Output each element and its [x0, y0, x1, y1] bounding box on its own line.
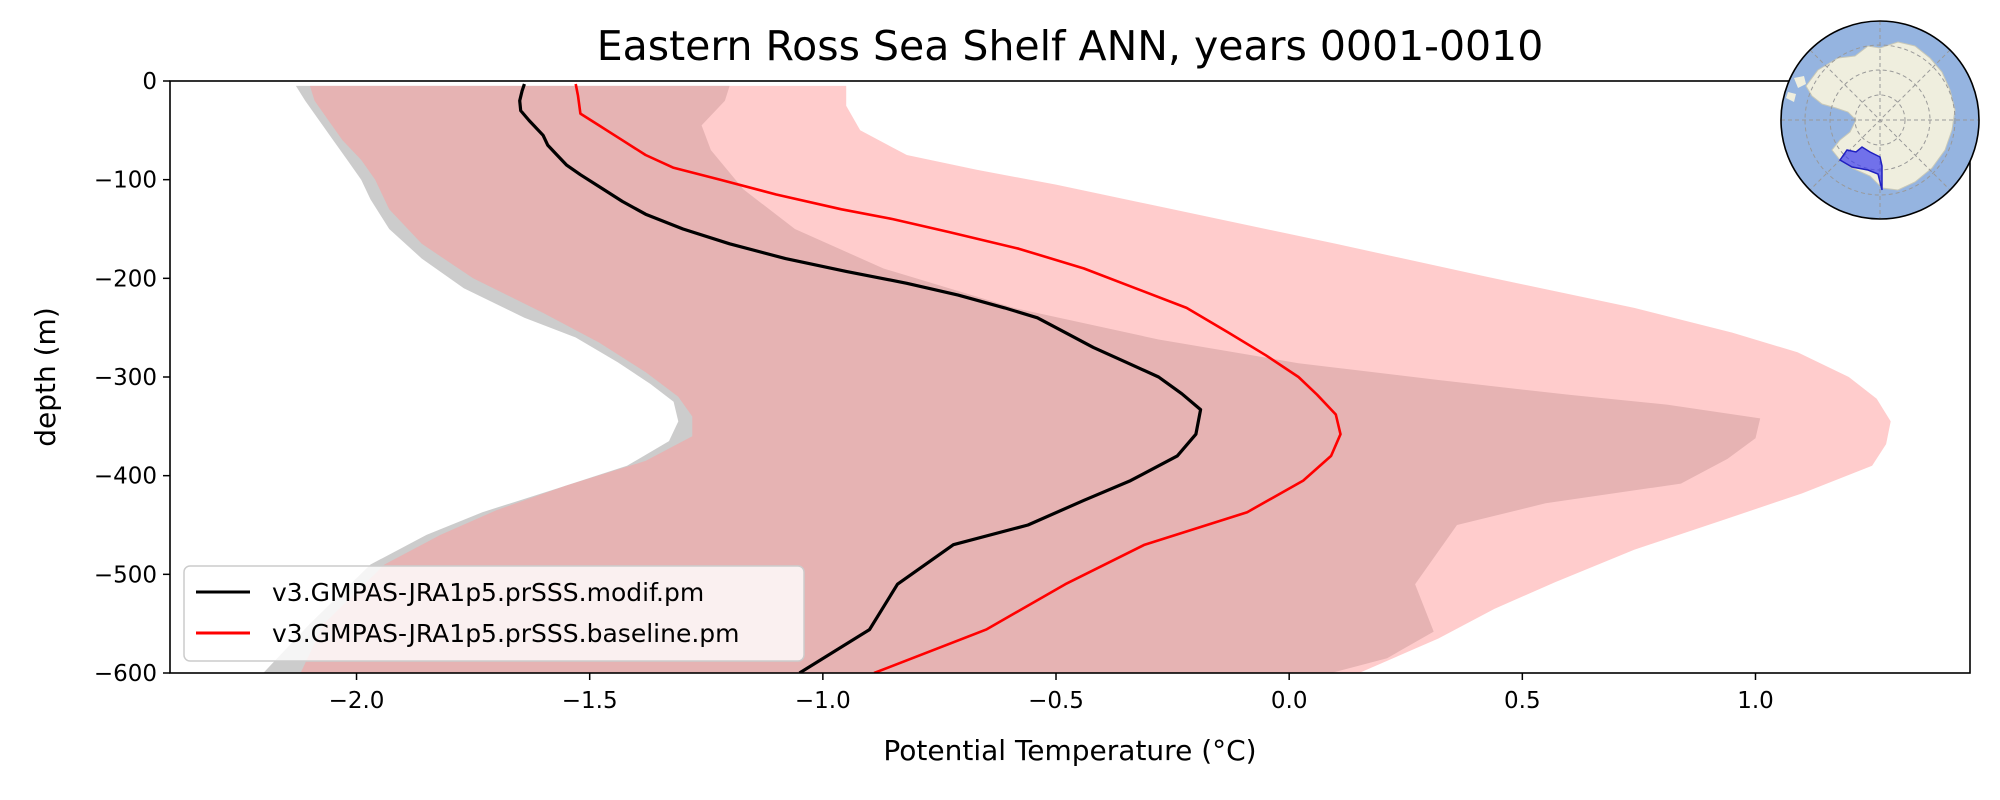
chart-title: Eastern Ross Sea Shelf ANN, years 0001-0…: [597, 22, 1544, 70]
legend-label-baseline: v3.GMPAS-JRA1p5.prSSS.baseline.pm: [272, 619, 740, 648]
y-tick-label: −300: [94, 365, 157, 391]
y-tick-label: −100: [94, 168, 157, 194]
x-tick-label: −0.5: [1028, 688, 1084, 714]
profile-line-baseline: [574, 83, 1342, 673]
profile-lines: [518, 83, 1342, 673]
map-border: [1780, 20, 1980, 220]
profile-line-modif: [518, 83, 1203, 673]
x-tick-label: −1.5: [562, 688, 618, 714]
map-islands: [1786, 76, 1806, 102]
legend: v3.GMPAS-JRA1p5.prSSS.modif.pm v3.GMPAS-…: [183, 565, 805, 662]
x-tick-label: 0.5: [1504, 688, 1541, 714]
y-tick-label: −600: [94, 661, 157, 687]
x-tick-label: −2.0: [329, 688, 385, 714]
y-tick-label: −400: [94, 464, 157, 490]
x-tick-label: 0.0: [1271, 688, 1308, 714]
legend-label-modif: v3.GMPAS-JRA1p5.prSSS.modif.pm: [272, 578, 704, 607]
map-meridian-4: [1809, 49, 1951, 191]
x-tick-label: 1.0: [1737, 688, 1774, 714]
x-tick-label: −1.0: [795, 688, 851, 714]
y-axis-label: depth (m): [29, 307, 62, 447]
antarctica-locator-map: [1780, 20, 1980, 220]
y-axis: 0 −100 −200 −300 −400 −500 −600: [94, 69, 170, 687]
x-axis-label: Potential Temperature (°C): [883, 734, 1256, 767]
y-tick-label: −200: [94, 266, 157, 292]
x-axis: −2.0 −1.5 −1.0 −0.5 0.0 0.5 1.0: [329, 673, 1774, 714]
y-tick-label: 0: [142, 69, 157, 95]
legend-box: [183, 565, 805, 662]
map-region-eastern-ross-sea: [1838, 146, 1883, 191]
y-tick-label: −500: [94, 562, 157, 588]
